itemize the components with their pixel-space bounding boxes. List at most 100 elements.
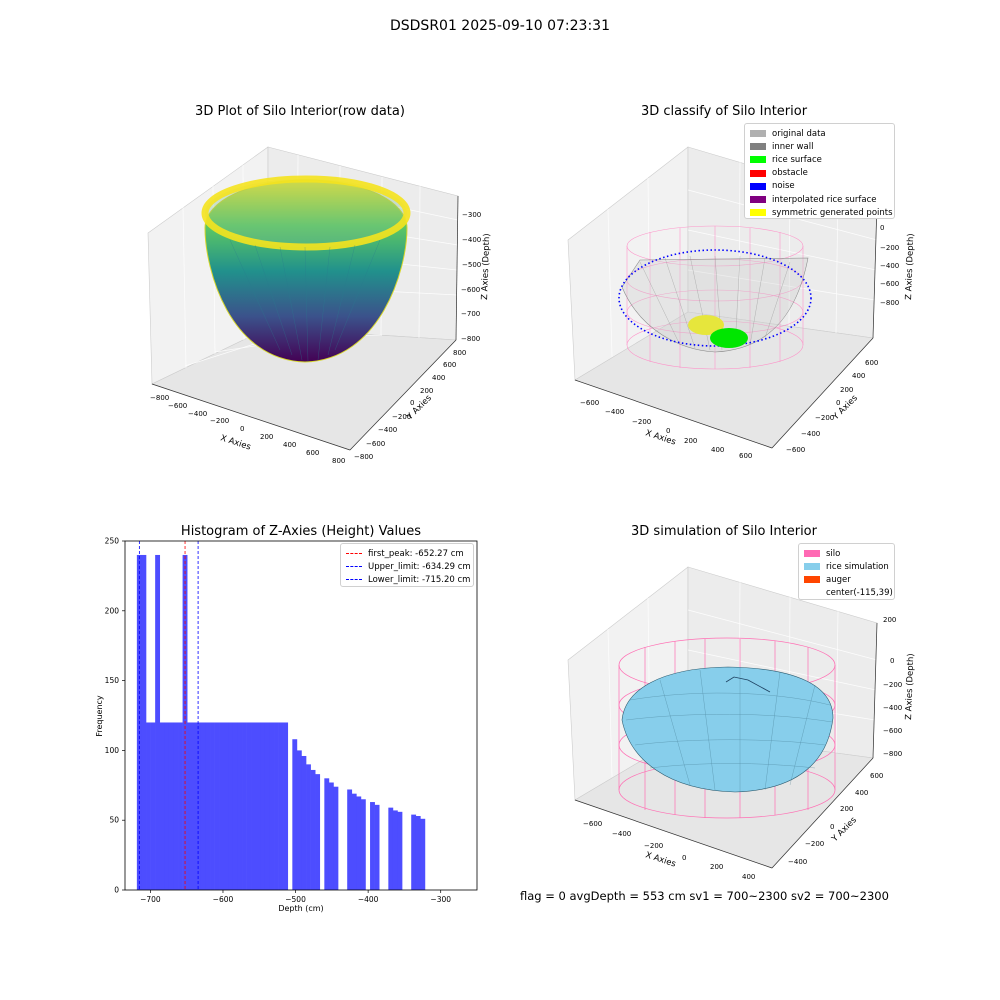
legend-swatch: [750, 169, 766, 177]
legend-entry: Upper_limit: -634.29 cm: [346, 560, 471, 573]
histogram-bar: [374, 804, 380, 890]
sim3d-status-text: flag = 0 avgDepth = 553 cm sv1 = 700~230…: [520, 889, 889, 903]
classify3d-x-tick: 0: [666, 427, 670, 435]
histogram-legend: first_peak: -652.27 cm Upper_limit: -634…: [340, 543, 474, 587]
legend-entry: Lower_limit: -715.20 cm: [346, 573, 471, 586]
histogram-title: Histogram of Z-Axies (Height) Values: [180, 524, 422, 539]
sim3d-x-label: X Axies: [644, 850, 677, 869]
histogram-bar: [237, 722, 243, 890]
legend-label: first_peak: -652.27 cm: [368, 548, 464, 559]
sim3d-y-tick: −200: [805, 840, 824, 848]
legend-swatch: [804, 576, 820, 584]
classify3d-z-tick: −400: [880, 262, 899, 270]
legend-label: silo: [826, 548, 841, 559]
sim3d-z-tick: −600: [883, 727, 902, 735]
sim3d-y-tick: 200: [840, 805, 853, 813]
histogram-plot: −700 −600 −500 −400 −300 0 50 100 150 200 250 Dep…: [95, 537, 478, 913]
classify3d-y-tick: −600: [786, 446, 805, 454]
histogram-bar: [178, 722, 183, 890]
histogram-x-tick-label: −400: [358, 895, 379, 904]
raw3d-x-tick: −200: [210, 417, 229, 425]
histogram-bar: [292, 739, 298, 890]
histogram-bar: [219, 722, 225, 890]
sim3d-plot: −600 −400 −200 0 200 400 −400 −200 0 200…: [567, 566, 916, 881]
histogram-bar: [264, 722, 270, 890]
histogram-bar: [246, 722, 252, 890]
histogram-bar: [347, 789, 353, 890]
histogram-bar: [164, 722, 170, 890]
legend-entry: rice simulation: [804, 560, 889, 573]
raw3d-y-tick: −800: [354, 453, 373, 461]
classify3d-z-tick: −800: [880, 299, 899, 307]
classify3d-y-label: Y Axies: [830, 393, 860, 423]
histogram-x-tick-label: −600: [213, 895, 234, 904]
histogram-bar: [328, 782, 334, 890]
histogram-bar: [210, 722, 215, 890]
legend-entry: rice surface: [750, 153, 889, 166]
raw3d-x-tick: −800: [150, 394, 169, 402]
classify3d-y-tick: 200: [840, 386, 853, 394]
classify3d-x-tick: −400: [605, 408, 624, 416]
classify3d-x-tick: 400: [711, 446, 724, 454]
histogram-bar: [255, 722, 261, 890]
histogram-bar: [155, 554, 161, 890]
sim3d-legend: silo rice simulation auger center(-115,3…: [798, 543, 895, 600]
legend-entry: interpolated rice surface: [750, 193, 889, 206]
sim3d-z-tick: −200: [883, 681, 902, 689]
histogram-x-label: Depth (cm): [278, 904, 323, 913]
classify3d-z-label: Z Axies (Depth): [904, 233, 916, 300]
legend-swatch: [804, 563, 820, 571]
raw3d-y-tick: −400: [378, 426, 397, 434]
histogram-bar: [232, 722, 238, 890]
raw3d-bowl-rim: [201, 175, 411, 251]
classify3d-rice-surface: [710, 328, 748, 348]
histogram-bar: [260, 722, 266, 890]
raw3d-title: 3D Plot of Silo Interior(row data): [195, 104, 405, 119]
legend-label: Upper_limit: -634.29 cm: [368, 561, 471, 572]
raw3d-x-tick: 800: [332, 457, 345, 465]
histogram-bar: [392, 810, 398, 890]
classify3d-x-tick: −200: [632, 418, 651, 426]
sim3d-z-tick: −800: [883, 750, 902, 758]
raw3d-y-tick: −200: [392, 413, 411, 421]
legend-entry: center(-115,39): [804, 587, 893, 600]
histogram-bar: [159, 722, 165, 890]
legend-swatch: [750, 143, 766, 151]
raw3d-z-tick: −300: [462, 211, 481, 219]
histogram-bar: [251, 722, 257, 890]
raw3d-x-tick: 600: [306, 449, 319, 457]
legend-swatch: [804, 550, 820, 558]
histogram-y-label: Frequency: [95, 695, 104, 737]
sim3d-x-tick: −200: [644, 842, 663, 850]
raw3d-z-tick: −700: [461, 310, 480, 318]
histogram-x-tick-label: −700: [140, 895, 161, 904]
classify3d-z-tick: −200: [880, 244, 899, 252]
histogram-bar: [214, 722, 220, 890]
histogram-y-tick-label: 150: [105, 676, 120, 685]
raw3d-z-tick: −600: [461, 286, 480, 294]
raw3d-z-label: Z Axies (Depth): [480, 233, 492, 300]
classify3d-y-tick: −400: [801, 430, 820, 438]
raw3d-y-tick: 400: [432, 374, 445, 382]
histogram-bar: [306, 764, 311, 890]
sim3d-x-tick: −600: [583, 820, 602, 828]
raw3d-y-label: Y Axies: [404, 393, 434, 423]
legend-swatch: [750, 156, 766, 164]
histogram-bar: [283, 722, 289, 890]
legend-label: rice surface: [772, 154, 822, 165]
classify3d-noise-ring: [618, 249, 812, 347]
legend-label: rice simulation: [826, 561, 889, 572]
histogram-x-tick-label: −300: [430, 895, 451, 904]
legend-entry: original data: [750, 127, 889, 140]
histogram-bar: [420, 818, 426, 890]
histogram-bar: [269, 722, 275, 890]
sim3d-title: 3D simulation of Silo Interior: [631, 524, 817, 539]
legend-line: [346, 579, 362, 581]
legend-label: Lower_limit: -715.20 cm: [368, 574, 471, 585]
classify3d-z-tick: 0: [880, 224, 884, 232]
classify3d-inner-wall: [621, 257, 809, 353]
legend-label: original data: [772, 128, 826, 139]
raw3d-z-tick: −800: [461, 335, 480, 343]
legend-label: auger: [826, 574, 851, 585]
histogram-bar: [146, 722, 151, 890]
